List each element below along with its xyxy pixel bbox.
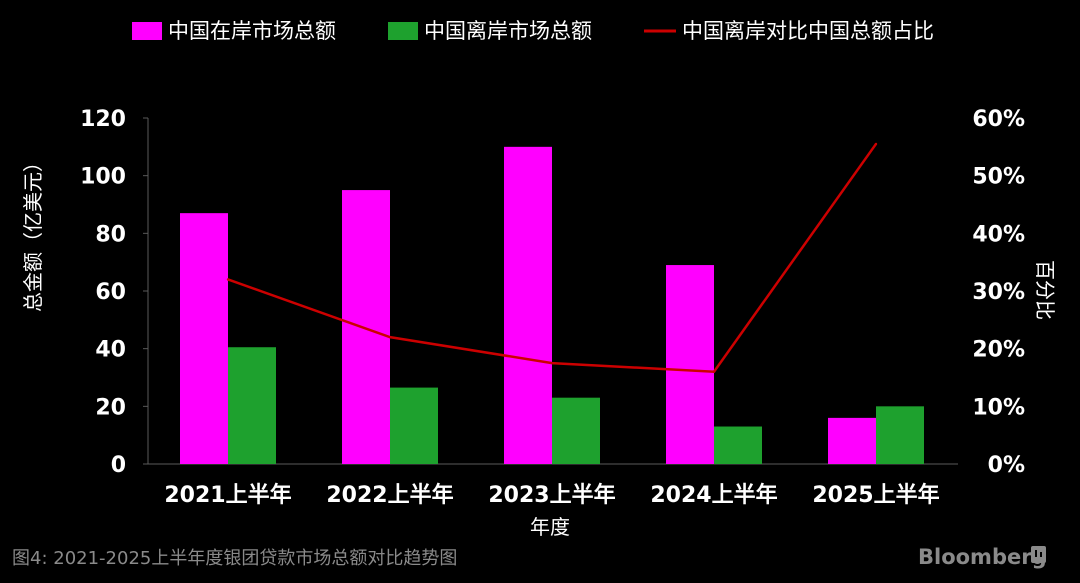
legend-label-ratio: 中国离岸对比中国总额占比 — [682, 19, 934, 43]
y-axis-title: 总金额（亿美元） — [21, 152, 45, 312]
x-axis-title: 年度 — [530, 515, 570, 539]
bloomberg-terminal-icon — [1031, 546, 1046, 563]
bar-offshore — [390, 387, 438, 464]
bar-offshore — [552, 397, 600, 464]
ratio-point — [226, 278, 230, 281]
left-tick-label: 0 — [111, 453, 126, 478]
bar-onshore — [828, 417, 876, 464]
bar-onshore — [180, 213, 228, 464]
ratio-line — [226, 142, 878, 374]
ratio-point — [388, 335, 392, 339]
right-tick-label: 20% — [972, 338, 1025, 363]
x-tick-label: 2025上半年 — [812, 482, 939, 508]
left-tick-label: 120 — [80, 107, 126, 132]
bloomberg-logo: Bloomberg — [918, 545, 1047, 569]
x-tick-label: 2024上半年 — [650, 482, 777, 508]
legend: 中国在岸市场总额 中国离岸市场总额 中国离岸对比中国总额占比 — [132, 19, 934, 43]
left-tick-label: 40 — [95, 338, 126, 363]
right-tick-label: 0% — [988, 453, 1025, 478]
figure-caption: 图4: 2021-2025上半年度银团贷款市场总额对比趋势图 — [12, 548, 457, 569]
right-tick-label: 40% — [972, 222, 1025, 247]
legend-label-onshore: 中国在岸市场总额 — [168, 19, 336, 43]
left-tick-label: 100 — [80, 165, 126, 190]
x-tick-label: 2023上半年 — [488, 482, 615, 508]
right-tick-label: 30% — [972, 280, 1025, 305]
left-tick-label: 20 — [95, 395, 126, 420]
bar-offshore — [876, 406, 924, 464]
bar-onshore — [504, 146, 552, 465]
legend-swatch-onshore — [132, 22, 162, 40]
ratio-point — [874, 142, 878, 146]
legend-label-offshore: 中国离岸市场总额 — [424, 19, 592, 43]
x-tick-label: 2022上半年 — [326, 482, 453, 508]
bars — [180, 146, 924, 465]
bar-offshore — [714, 426, 762, 464]
right-tick-label: 10% — [972, 395, 1025, 420]
bar-offshore — [228, 347, 276, 464]
bar-onshore — [342, 190, 390, 465]
ratio-point — [712, 370, 716, 373]
right-axis-ticks: 0% 10% 20% 30% 40% 50% 60% — [972, 107, 1025, 478]
left-axis-ticks: 0 20 40 60 80 100 120 — [80, 107, 148, 478]
bar-onshore — [666, 265, 714, 464]
left-tick-label: 80 — [95, 222, 126, 247]
x-tick-label: 2021上半年 — [164, 482, 291, 508]
ratio-point — [550, 361, 554, 365]
legend-swatch-offshore — [388, 22, 418, 40]
right-tick-label: 60% — [972, 107, 1025, 132]
y2-axis-title: 百分比 — [1033, 260, 1057, 320]
right-tick-label: 50% — [972, 165, 1025, 190]
left-tick-label: 60 — [95, 280, 126, 305]
x-axis-ticks: 2021上半年 2022上半年 2023上半年 2024上半年 2025上半年 — [164, 482, 939, 508]
